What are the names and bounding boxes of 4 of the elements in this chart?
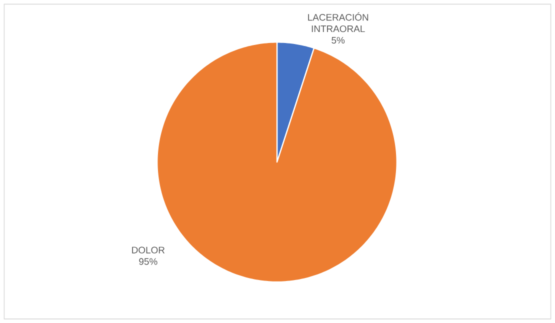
slice-label: LACERACIÓN INTRAORAL bbox=[308, 12, 368, 32]
data-label: 95% bbox=[139, 258, 158, 265]
slice-label: DOLOR bbox=[132, 246, 165, 254]
data-label: 5% bbox=[332, 36, 345, 44]
